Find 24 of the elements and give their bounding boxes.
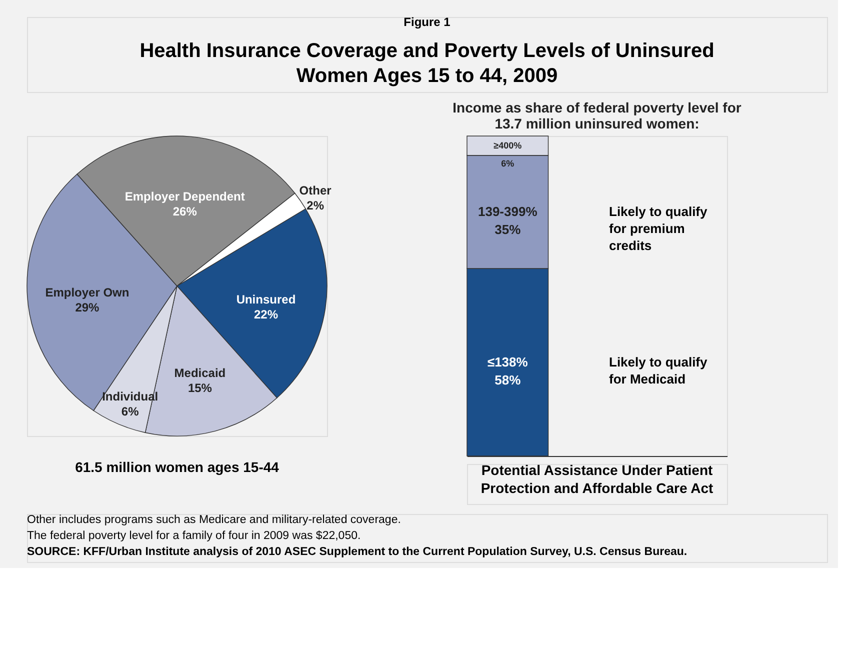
slice-label: Employer Dependent [124,189,245,204]
slice-label: Other [299,184,332,198]
data-label: 26% [172,204,198,218]
text: Income as share of federal poverty level for 13.7 million uninsured women: [452,100,742,132]
text: Likely to qualify for premium credits [609,204,708,253]
slice-label: Uninsured [236,292,296,306]
source-note: SOURCE: KFF/Urban Institute analysis of 2010 ASEC Supplement to the Current Population Survey, U.S. Census Bureau. [27,546,688,558]
data-label: 2% [306,198,324,213]
text: 61.5 million women ages 15-44 [75,459,280,475]
data-label: 15% [188,381,212,396]
data-label: 139-399% 35% [478,204,538,237]
data-label: ≤138% 58% [487,354,528,388]
x-axis-title: Potential Assistance Under Patient Protection and Affordable Care Act [480,462,714,496]
slice-label: Medicaid [174,366,226,380]
text: Figure 1 [404,15,451,29]
data-label: ≥400% 6% [494,140,522,169]
text: Likely to qualify for Medicaid [609,354,708,386]
data-label: 6% [121,404,140,418]
text: Other includes programs such as Medicare and military-related coverage. [27,514,401,526]
data-label: 29% [75,300,100,314]
text: Health Insurance Coverage and Poverty Levels of Uninsured Women Ages 15 to 44, 2009 [140,40,714,87]
text: The federal poverty level for a family of four in 2009 was $22,050. [27,530,361,542]
slice-label: Employer Own [45,285,130,300]
data-label: 22% [254,307,278,322]
